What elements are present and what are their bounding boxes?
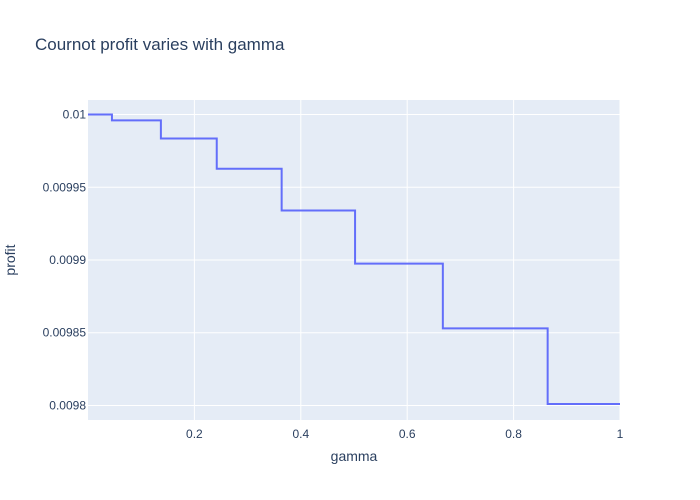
x-axis-ticks: 0.2 0.4 0.6 0.8 1 xyxy=(186,427,624,441)
series-line-0 xyxy=(88,113,620,405)
x-tick-label: 0.2 xyxy=(186,427,203,441)
y-tick-label: 0.00985 xyxy=(43,326,87,340)
x-axis-title: gamma xyxy=(331,448,378,464)
y-tick-label: 0.0098 xyxy=(49,398,86,412)
x-tick-label: 1 xyxy=(617,427,624,441)
x-tick-label: 0.6 xyxy=(399,427,416,441)
y-tick-label: 0.00995 xyxy=(43,180,87,194)
y-axis-title: profit xyxy=(2,244,18,275)
x-tick-label: 0.8 xyxy=(505,427,522,441)
x-tick-label: 0.4 xyxy=(292,427,309,441)
chart-title: Cournot profit varies with gamma xyxy=(35,35,285,54)
series-layer xyxy=(88,113,620,405)
grid-lines xyxy=(88,100,621,420)
y-tick-label: 0.01 xyxy=(63,108,87,122)
y-axis-ticks: 0.0098 0.00985 0.0099 0.00995 0.01 xyxy=(43,108,87,413)
y-tick-label: 0.0099 xyxy=(49,253,86,267)
